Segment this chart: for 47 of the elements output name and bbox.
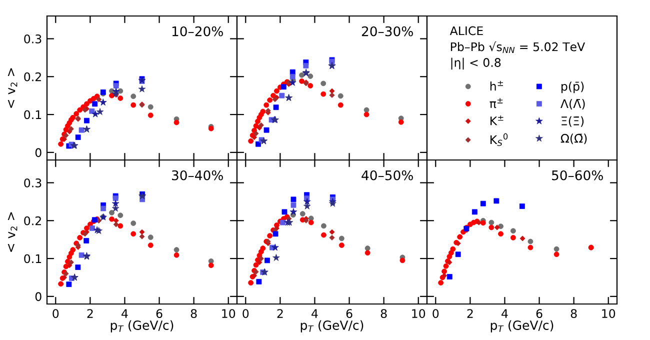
x-tick-label: 4 — [312, 309, 318, 318]
x-tick-label: 6 — [156, 309, 162, 318]
x-tick-label: 10 — [222, 309, 236, 318]
x-tick-label: 10 — [412, 309, 426, 318]
text: ALICE — [450, 26, 483, 36]
legend-label: K$^{±}$ — [490, 115, 504, 126]
legend-label: Ξ(Ξ̄) — [562, 116, 584, 127]
x-tick-label: 0 — [52, 309, 59, 318]
x-tick-label: 2 — [467, 309, 473, 318]
x-tick-label: 2 — [87, 309, 93, 318]
text: 10–20% — [172, 26, 223, 36]
x-tick-label: 8 — [570, 309, 577, 318]
x-axis-title: p$_{T}$ (GeV/c) — [110, 320, 174, 332]
x-tick-label: 6 — [536, 309, 542, 318]
legend-label: Λ(Λ̄) — [560, 98, 585, 110]
y-tick-label: 0.1 — [24, 110, 42, 120]
legend-label: p(p̄) — [562, 82, 584, 94]
x-tick-label: 10 — [602, 309, 616, 318]
y-tick-label: 0 — [35, 292, 42, 302]
x-axis-title: p$_{T}$ (GeV/c) — [300, 320, 364, 332]
legend-label: h$^{±}$ — [490, 80, 504, 91]
x-tick-label: 0 — [432, 309, 439, 318]
x-tick-label: 4 — [502, 309, 508, 318]
y-tick-label: 0.3 — [24, 178, 42, 188]
legend-label: π$^{±}$ — [490, 98, 503, 108]
text: Pb–Pb √s$_{NN}$ = 5.02 TeV — [450, 41, 586, 53]
y-tick-label: 0.1 — [24, 254, 42, 264]
x-tick-label: 4 — [122, 309, 128, 318]
y-axis-title: < v$_{2}$ > — [8, 212, 18, 252]
text: 20–30% — [362, 26, 413, 36]
x-tick-label: 0 — [242, 309, 249, 318]
x-tick-label: 8 — [190, 309, 197, 318]
y-axis-title: < v$_{2}$ > — [8, 68, 18, 108]
y-tick-label: 0.2 — [24, 216, 41, 226]
x-tick-label: 2 — [277, 309, 283, 318]
x-tick-label: 8 — [380, 309, 387, 318]
y-tick-label: 0 — [35, 148, 42, 158]
text: 50–60% — [552, 170, 603, 180]
y-tick-label: 0.3 — [24, 34, 42, 44]
y-tick-label: 0.2 — [24, 72, 41, 82]
x-tick-label: 6 — [346, 309, 352, 318]
legend-label: Ω(Ω̄) — [560, 134, 587, 144]
text: 30–40% — [172, 170, 223, 180]
text: |η| < 0.8 — [451, 58, 501, 70]
x-axis-title: p$_{T}$ (GeV/c) — [490, 320, 554, 332]
legend-label: K$_{S}$$^{0}$ — [490, 133, 508, 146]
text: 40–50% — [362, 170, 413, 180]
